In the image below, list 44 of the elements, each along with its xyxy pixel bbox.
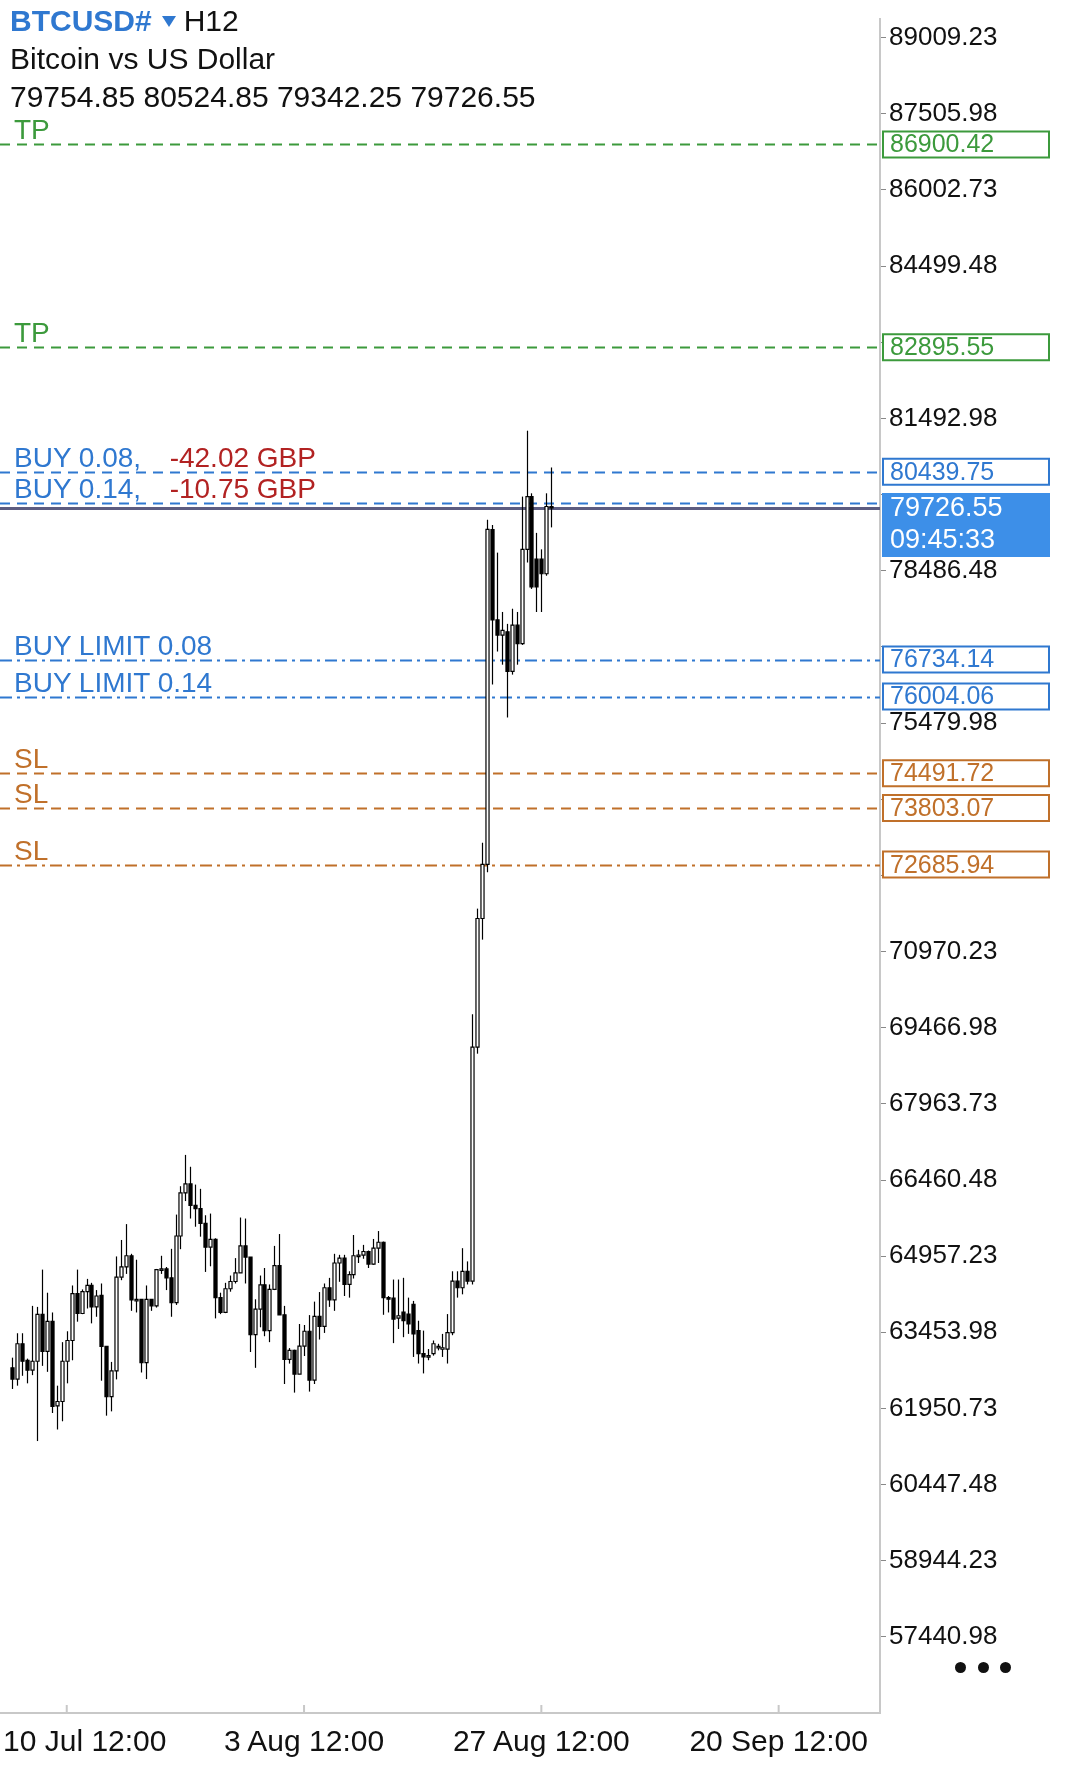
y-tick-label: 78486.48 bbox=[889, 553, 998, 584]
y-tick-label: 69466.98 bbox=[889, 1010, 998, 1041]
y-tick-label: 86002.73 bbox=[889, 173, 998, 204]
annotation: BUY LIMIT 0.14 bbox=[14, 666, 213, 698]
x-tick-label: 20 Sep 12:00 bbox=[689, 1724, 868, 1758]
y-tick-label: 66460.48 bbox=[889, 1163, 998, 1194]
annotation: BUY LIMIT 0.08 bbox=[14, 629, 213, 661]
annotation: TP bbox=[14, 317, 50, 349]
y-tick-label: 67963.73 bbox=[889, 1087, 998, 1118]
annotation: 79754.85 80524.85 79342.25 79726.55 bbox=[10, 79, 536, 115]
x-tick-label: 3 Aug 12:00 bbox=[223, 1724, 385, 1758]
chart-title: BTCUSD# bbox=[10, 4, 152, 37]
ref-line-label: 76734.14 bbox=[890, 644, 995, 673]
y-tick-label: 70970.23 bbox=[889, 934, 998, 965]
y-tick-label: 58944.23 bbox=[889, 1543, 998, 1574]
ref-line-label: 86900.42 bbox=[890, 129, 995, 158]
text: Bitcoin vs US Dollar bbox=[10, 41, 277, 77]
y-tick-label: 89009.23 bbox=[889, 20, 998, 51]
y-tick-label: 84499.48 bbox=[889, 249, 998, 280]
annotation: BUY 0.08, bbox=[14, 441, 142, 473]
ref-line-label: 74491.72 bbox=[890, 758, 995, 787]
annotation: BUY 0.14, bbox=[14, 472, 142, 504]
y-tick-label: 61950.73 bbox=[889, 1391, 998, 1422]
ref-line-label: 79726.55 bbox=[890, 492, 1003, 523]
ref-line-label: 72685.94 bbox=[890, 849, 995, 878]
annotation: -42.02 GBP bbox=[169, 441, 316, 473]
x-tick-label: 27 Aug 12:00 bbox=[452, 1724, 630, 1758]
x-tick-label: 10 Jul 12:00 bbox=[3, 1724, 167, 1758]
annotation: H12 bbox=[183, 4, 239, 37]
y-tick-label: 81492.98 bbox=[889, 401, 998, 432]
ref-line-label: 80439.75 bbox=[890, 456, 995, 485]
ref-line-label: 73803.07 bbox=[890, 792, 995, 821]
y-tick-label: 57440.98 bbox=[889, 1620, 998, 1651]
text: 09:45:33 bbox=[890, 524, 996, 555]
annotation: TP bbox=[14, 114, 50, 146]
y-tick-label: 64957.23 bbox=[889, 1239, 998, 1270]
y-tick-label: 63453.98 bbox=[889, 1315, 998, 1346]
ref-line-label: 82895.55 bbox=[890, 332, 995, 361]
annotation: -10.75 GBP bbox=[169, 472, 316, 504]
y-tick-label: 60447.48 bbox=[889, 1467, 998, 1498]
annotation: SL bbox=[14, 834, 49, 866]
annotation: SL bbox=[14, 778, 49, 810]
annotation: SL bbox=[14, 743, 49, 775]
y-tick-label: 87505.98 bbox=[889, 96, 998, 127]
